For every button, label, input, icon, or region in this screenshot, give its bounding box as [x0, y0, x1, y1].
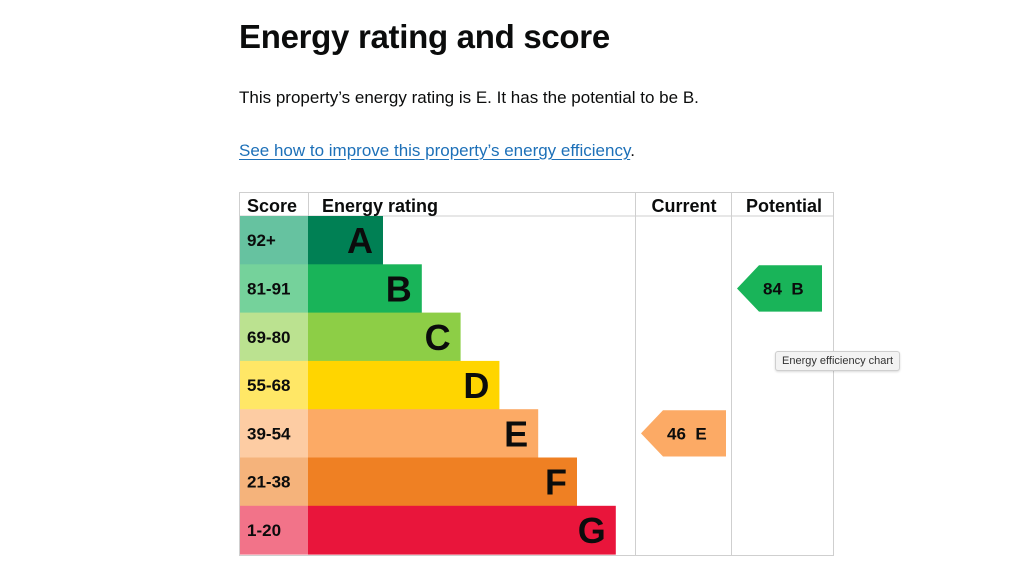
link-suffix: .	[630, 141, 635, 160]
header-potential: Potential	[746, 196, 822, 216]
band-bar-c	[308, 312, 461, 362]
band-letter-d: D	[463, 365, 489, 406]
band-letter-a: A	[347, 220, 373, 261]
score-cell-d	[240, 360, 308, 410]
score-cell-b	[240, 264, 308, 314]
band-bar-a	[308, 216, 383, 265]
energy-efficiency-chart: Score Energy rating Current Potential 92…	[239, 192, 834, 556]
chart-frame	[239, 192, 834, 556]
score-cell-a	[240, 216, 308, 265]
current-rating-label: 46 E	[667, 424, 707, 443]
band-letter-b: B	[386, 268, 412, 309]
band-letter-e: E	[504, 413, 528, 454]
band-bar-b	[308, 264, 422, 314]
header-energy-rating: Energy rating	[322, 196, 438, 216]
band-letter-g: G	[578, 510, 606, 551]
score-range-a: 92+	[247, 231, 276, 250]
page-title: Energy rating and score	[239, 18, 610, 55]
current-arrow	[641, 410, 726, 457]
chart-grid	[239, 192, 834, 556]
header-score: Score	[247, 196, 297, 216]
rating-arrows: 46 E 84 B	[641, 265, 822, 457]
improve-efficiency-link[interactable]: See how to improve this property’s energ…	[239, 141, 631, 160]
score-range-c: 69-80	[247, 328, 290, 347]
score-range-b: 81-91	[247, 279, 290, 298]
improve-line: See how to improve this property’s energ…	[239, 141, 635, 161]
chart-tooltip: Energy efficiency chart	[775, 351, 901, 371]
band-bar-f	[308, 457, 577, 507]
score-range-f: 21-38	[247, 473, 290, 492]
score-range-d: 55-68	[247, 376, 290, 395]
score-cell-e	[240, 409, 308, 458]
band-bar-e	[308, 409, 539, 458]
band-bar-g	[308, 505, 616, 555]
band-letter-c: C	[425, 317, 451, 358]
score-range-e: 39-54	[247, 424, 291, 443]
potential-rating-label: 84 B	[763, 279, 804, 298]
band-letter-f: F	[545, 462, 567, 503]
band-bar-d	[308, 360, 500, 410]
header-current: Current	[651, 196, 716, 216]
score-cell-f	[240, 457, 308, 507]
score-cell-c	[240, 312, 308, 362]
rating-summary: This property’s energy rating is E. It h…	[239, 88, 699, 107]
score-range-g: 1-20	[247, 521, 281, 540]
potential-arrow	[737, 265, 822, 312]
score-cell-g	[240, 505, 308, 555]
rating-bands: 92+ A 81-91 B 69-80 C 55-68 D 39-54 E 21-38 F 1-20 G	[240, 216, 616, 555]
